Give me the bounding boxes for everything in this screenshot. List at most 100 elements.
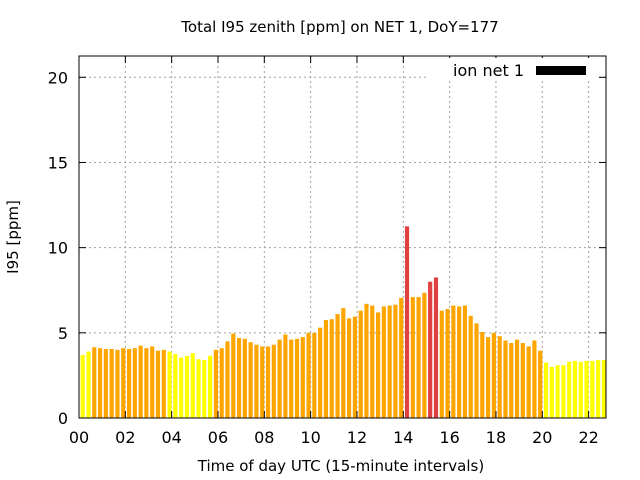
bar bbox=[225, 341, 230, 418]
bar bbox=[428, 281, 433, 418]
x-tick-label: 08 bbox=[254, 428, 274, 447]
y-tick-label: 0 bbox=[58, 409, 68, 428]
bar bbox=[370, 305, 375, 418]
bar bbox=[439, 310, 444, 418]
bar bbox=[416, 297, 421, 418]
bar bbox=[433, 277, 439, 418]
chart-title: Total I95 zenith [ppm] on NET 1, DoY=177 bbox=[180, 18, 498, 36]
legend-swatch bbox=[536, 66, 586, 75]
bar bbox=[126, 349, 132, 418]
x-tick-label: 12 bbox=[347, 428, 367, 447]
bar bbox=[538, 350, 543, 418]
bar bbox=[86, 351, 91, 418]
bar bbox=[543, 362, 549, 418]
bar bbox=[520, 343, 525, 418]
bar bbox=[352, 316, 357, 418]
bar bbox=[601, 360, 606, 418]
x-tick-label: 06 bbox=[208, 428, 228, 447]
bar bbox=[596, 360, 601, 418]
bar bbox=[468, 315, 473, 418]
bar bbox=[572, 360, 578, 418]
bar bbox=[92, 347, 97, 418]
bar bbox=[155, 350, 161, 418]
bar bbox=[358, 310, 363, 418]
x-axis-label: Time of day UTC (15-minute intervals) bbox=[197, 457, 484, 475]
bar bbox=[202, 360, 207, 418]
x-tick-label: 20 bbox=[532, 428, 552, 447]
bar bbox=[335, 314, 340, 418]
bar bbox=[219, 348, 224, 418]
bar bbox=[381, 306, 386, 418]
bar bbox=[161, 349, 166, 418]
bar bbox=[503, 340, 508, 418]
x-tick-label: 02 bbox=[115, 428, 135, 447]
x-tick-label: 18 bbox=[486, 428, 506, 447]
y-tick-label: 5 bbox=[58, 324, 68, 343]
bar bbox=[549, 366, 554, 418]
bar bbox=[497, 336, 502, 418]
bar bbox=[150, 346, 155, 418]
bar bbox=[271, 344, 276, 418]
bar bbox=[132, 348, 137, 418]
bar bbox=[300, 337, 305, 418]
bar bbox=[121, 348, 126, 418]
bar bbox=[578, 361, 583, 418]
bar bbox=[329, 319, 334, 418]
bar bbox=[213, 349, 218, 418]
bar bbox=[491, 332, 496, 418]
bar bbox=[555, 365, 560, 418]
bar bbox=[410, 297, 415, 418]
bar bbox=[196, 359, 201, 418]
bar bbox=[393, 304, 398, 418]
bar bbox=[480, 331, 485, 418]
bar bbox=[399, 297, 404, 418]
bar bbox=[294, 338, 300, 418]
x-tick-label: 04 bbox=[161, 428, 181, 447]
y-tick-label: 20 bbox=[48, 68, 68, 87]
bar bbox=[387, 305, 392, 418]
legend: ion net 1 bbox=[428, 58, 596, 80]
bar bbox=[173, 354, 178, 418]
bar bbox=[318, 327, 323, 418]
bar bbox=[422, 292, 427, 418]
bar bbox=[277, 339, 282, 418]
x-tick-label: 16 bbox=[439, 428, 459, 447]
x-tick-label: 00 bbox=[69, 428, 89, 447]
x-tick-label: 14 bbox=[393, 428, 413, 447]
bar bbox=[115, 349, 120, 418]
x-tick-label: 22 bbox=[578, 428, 598, 447]
bar bbox=[451, 305, 456, 418]
y-axis-label: I95 [ppm] bbox=[4, 200, 22, 274]
bar bbox=[265, 346, 271, 418]
bar bbox=[248, 342, 253, 418]
bar bbox=[323, 320, 329, 418]
bar bbox=[138, 345, 143, 418]
bar bbox=[457, 306, 462, 418]
bar bbox=[184, 355, 190, 418]
bar bbox=[289, 339, 294, 418]
bar bbox=[567, 361, 572, 418]
bar bbox=[347, 318, 352, 418]
bar bbox=[167, 351, 172, 418]
bar bbox=[341, 308, 346, 418]
bar bbox=[584, 360, 589, 418]
y-tick-label: 10 bbox=[48, 239, 68, 258]
y-tick-label: 15 bbox=[48, 153, 68, 172]
bar bbox=[526, 346, 531, 418]
bar bbox=[474, 323, 479, 418]
bar bbox=[364, 303, 369, 418]
bar bbox=[144, 348, 149, 418]
bar bbox=[208, 355, 213, 418]
bar bbox=[509, 343, 514, 418]
bars bbox=[80, 226, 606, 418]
bar bbox=[231, 333, 236, 418]
bar bbox=[590, 360, 595, 418]
plot-frame bbox=[78, 55, 607, 419]
bar bbox=[462, 305, 468, 418]
bar bbox=[514, 339, 520, 418]
legend-label: ion net 1 bbox=[453, 61, 524, 80]
bar bbox=[254, 344, 259, 418]
bar bbox=[532, 340, 537, 418]
bar bbox=[260, 346, 265, 418]
